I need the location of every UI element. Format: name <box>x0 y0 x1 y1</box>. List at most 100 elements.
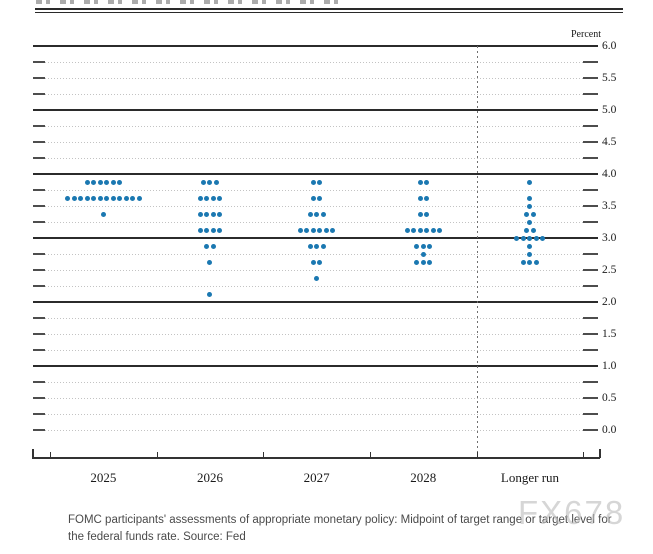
dot <box>297 227 303 233</box>
gridline-dotted-5.25 <box>45 94 583 95</box>
dot <box>424 195 430 201</box>
dot <box>527 219 533 225</box>
dot <box>314 275 320 281</box>
gridline-right-tick-0.5 <box>583 397 598 399</box>
dot <box>424 227 430 233</box>
dot <box>210 243 216 249</box>
gridline-left-tick-1.5 <box>33 333 45 335</box>
gridline-dotted-0.5 <box>45 398 583 399</box>
dot <box>314 211 320 217</box>
dot <box>320 211 326 217</box>
gridline-right-tick-3.25 <box>583 221 598 223</box>
gridline-right-tick-3.75 <box>583 189 598 191</box>
gridline-solid-4 <box>33 173 598 175</box>
dot <box>527 179 533 185</box>
dot-row-2026-3.875 <box>200 179 219 185</box>
y-tick-label-5.5: 5.5 <box>602 72 617 84</box>
x-axis-tick-2 <box>263 452 265 458</box>
dot <box>200 179 206 185</box>
gridline-left-tick-3.5 <box>33 205 45 207</box>
dot <box>427 243 433 249</box>
dot <box>84 179 90 185</box>
y-tick-label-1.0: 1.0 <box>602 360 617 372</box>
dot <box>527 243 533 249</box>
x-axis-label-2028: 2028 <box>410 470 437 485</box>
x-axis-left-cap <box>32 449 34 458</box>
dot <box>210 211 216 217</box>
y-tick-label-1.5: 1.5 <box>602 328 617 340</box>
gridline-right-tick-0 <box>583 429 598 431</box>
dot <box>424 179 430 185</box>
gridline-left-tick-3.25 <box>33 221 45 223</box>
y-tick-label-3.0: 3.0 <box>602 232 617 244</box>
gridline-right-tick-1.75 <box>583 317 598 319</box>
y-axis-title: Percent <box>571 29 601 40</box>
dot <box>91 195 97 201</box>
dot-row-2028-3.875 <box>417 179 430 185</box>
x-axis-tick-4 <box>476 452 478 458</box>
gridline-dotted-1.5 <box>45 334 583 335</box>
gridline-left-tick-5.75 <box>33 61 45 63</box>
gridline-right-tick-5.5 <box>583 77 598 79</box>
dot <box>417 227 423 233</box>
dot-row-2028-2.875 <box>414 243 433 249</box>
gridline-left-tick-5.5 <box>33 77 45 79</box>
x-axis-label-2025: 2025 <box>90 470 117 485</box>
dot <box>100 211 106 217</box>
gridline-left-tick-5.25 <box>33 93 45 95</box>
gridline-left-tick-4.75 <box>33 125 45 127</box>
y-tick-label-2.0: 2.0 <box>602 296 617 308</box>
dot <box>104 179 110 185</box>
dot <box>414 259 420 265</box>
gridline-right-tick-1.5 <box>583 333 598 335</box>
gridline-left-tick-1.75 <box>33 317 45 319</box>
dot <box>197 195 203 201</box>
dot <box>520 235 526 241</box>
dot <box>217 211 223 217</box>
dot <box>207 291 213 297</box>
watermark: FX678 <box>518 494 626 531</box>
dot <box>307 211 313 217</box>
x-axis-tick-1 <box>156 452 158 458</box>
gridline-dotted-3.5 <box>45 206 583 207</box>
clipped-text-fragment <box>36 0 348 4</box>
gridline-left-tick-0.75 <box>33 381 45 383</box>
dot-row-2027-3.375 <box>307 211 326 217</box>
dot <box>117 179 123 185</box>
dot <box>304 227 310 233</box>
x-axis-label-2027: 2027 <box>303 470 330 485</box>
dot-row-2028-3.125 <box>404 227 443 233</box>
dot-row-2026-3.625 <box>197 195 223 201</box>
dot <box>417 211 423 217</box>
dot-row-2028-3.625 <box>417 195 430 201</box>
dot <box>414 243 420 249</box>
gridline-right-tick-5.75 <box>583 61 598 63</box>
dot-row-2025-3.625 <box>65 195 142 201</box>
dot <box>520 259 526 265</box>
dot-row-2027-2.375 <box>314 275 320 281</box>
dot <box>110 179 116 185</box>
dot <box>527 251 533 257</box>
gridline-right-tick-2.75 <box>583 253 598 255</box>
dot <box>207 179 213 185</box>
dot-row-Longer-run-3.25 <box>527 219 533 225</box>
dot-row-2025-3.875 <box>84 179 123 185</box>
dot <box>117 195 123 201</box>
gridline-dotted-3.25 <box>45 222 583 223</box>
dot-row-Longer-run-3 <box>514 235 546 241</box>
gridline-left-tick-2.25 <box>33 285 45 287</box>
x-axis-line <box>32 457 600 459</box>
gridline-dotted-2.25 <box>45 286 583 287</box>
dot <box>317 227 323 233</box>
dot-row-2025-3.375 <box>100 211 106 217</box>
dot <box>533 259 539 265</box>
dot <box>204 227 210 233</box>
dot <box>420 243 426 249</box>
dot <box>417 195 423 201</box>
dot <box>540 235 546 241</box>
gridline-right-tick-0.25 <box>583 413 598 415</box>
dot-row-2028-2.75 <box>420 251 426 257</box>
gridline-solid-6 <box>33 45 598 47</box>
dot <box>310 179 316 185</box>
gridline-left-tick-0.25 <box>33 413 45 415</box>
